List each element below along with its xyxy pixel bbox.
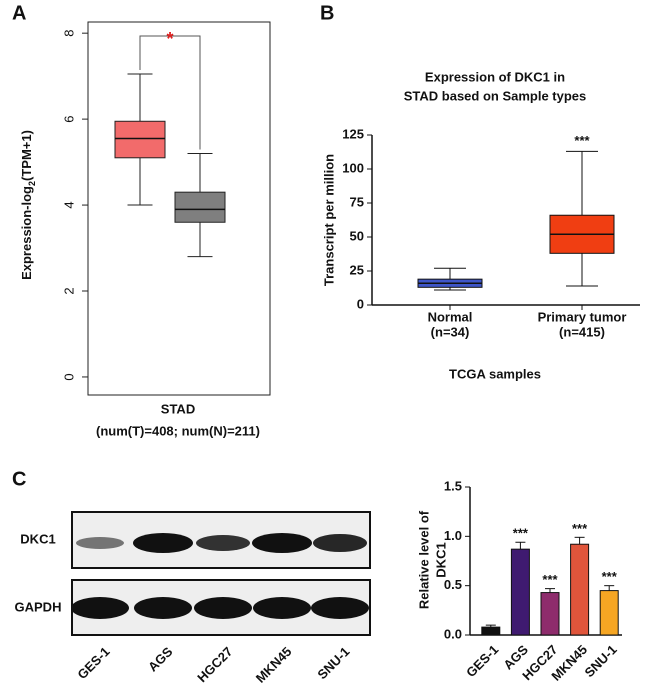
x-axis-label: STAD [161,401,195,416]
blot-band [71,597,129,619]
bar [599,590,619,636]
significance-bracket [139,35,201,150]
lane-label: HGC27 [194,644,235,685]
bar [570,543,590,636]
bar [510,548,530,636]
row-label: GAPDH [15,599,62,614]
y-tick-label: 4 [61,201,76,208]
x-tick-label: Normal [428,309,473,324]
lane-label: SNU-1 [314,644,352,682]
chart-title: Expression of DKC1 in [425,69,565,84]
y-tick-label: 8 [61,30,76,37]
chart-title: STAD based on Sample types [404,88,587,103]
x-tick-label: GES-1 [463,642,501,680]
x-tick-sublabel: (n=34) [431,324,470,339]
y-label-part: 2 [27,181,37,186]
y-label-part: (TPM+1) [19,130,34,181]
bar [540,592,560,636]
box [174,191,226,223]
significance-mark: * [166,29,173,49]
blot-band [252,533,312,553]
lane-label: MKN45 [253,644,295,686]
blot-band [253,597,311,619]
y-tick-label: 25 [350,262,364,277]
box [114,120,166,159]
panel-label: C [12,468,26,490]
significance-mark: *** [572,521,588,536]
significance-mark: *** [542,572,558,587]
y-tick-label: 75 [350,194,364,209]
blot-band [196,535,250,551]
y-tick-label: 1.5 [444,478,462,493]
y-tick-label: 100 [342,160,364,175]
y-tick-label: 50 [350,228,364,243]
blot-band [311,597,369,619]
panel-label: A [12,2,26,24]
y-tick-label: 0.5 [444,577,462,592]
y-tick-label: 125 [342,126,364,141]
x-tick-sublabel: (n=415) [559,324,605,339]
blot-band [194,597,252,619]
significance-mark: *** [513,526,529,541]
blot-band [76,537,124,549]
lane-label: AGS [145,644,176,675]
bar [481,626,501,636]
y-tick-label: 6 [61,116,76,123]
y-axis-label: Expression-log2(TPM+1) [19,130,37,280]
x-axis-label: TCGA samples [449,366,541,381]
x-axis-sublabel: (num(T)=408; num(N)=211) [96,423,260,438]
lane-label: GES-1 [74,644,112,682]
y-axis-label: Relative level of [416,510,431,609]
y-label-part: Expression-log [19,186,34,280]
blot-band [133,533,193,553]
panel-label: B [320,2,334,24]
blot-band [313,534,367,552]
significance-mark: *** [574,133,590,148]
blot-band [134,597,192,619]
x-tick-label: SNU-1 [582,642,620,680]
y-axis-label: Transcript per million [321,154,336,286]
y-tick-label: 0.0 [444,626,462,641]
plot-frame [87,21,271,396]
y-tick-label: 2 [61,287,76,294]
y-tick-label: 1.0 [444,528,462,543]
significance-mark: *** [602,569,618,584]
y-tick-label: 0 [61,373,76,380]
y-axis-label: DKC1 [433,542,448,577]
y-tick-label: 0 [357,296,364,311]
x-tick-label: Primary tumor [538,309,627,324]
row-label: DKC1 [20,531,55,546]
